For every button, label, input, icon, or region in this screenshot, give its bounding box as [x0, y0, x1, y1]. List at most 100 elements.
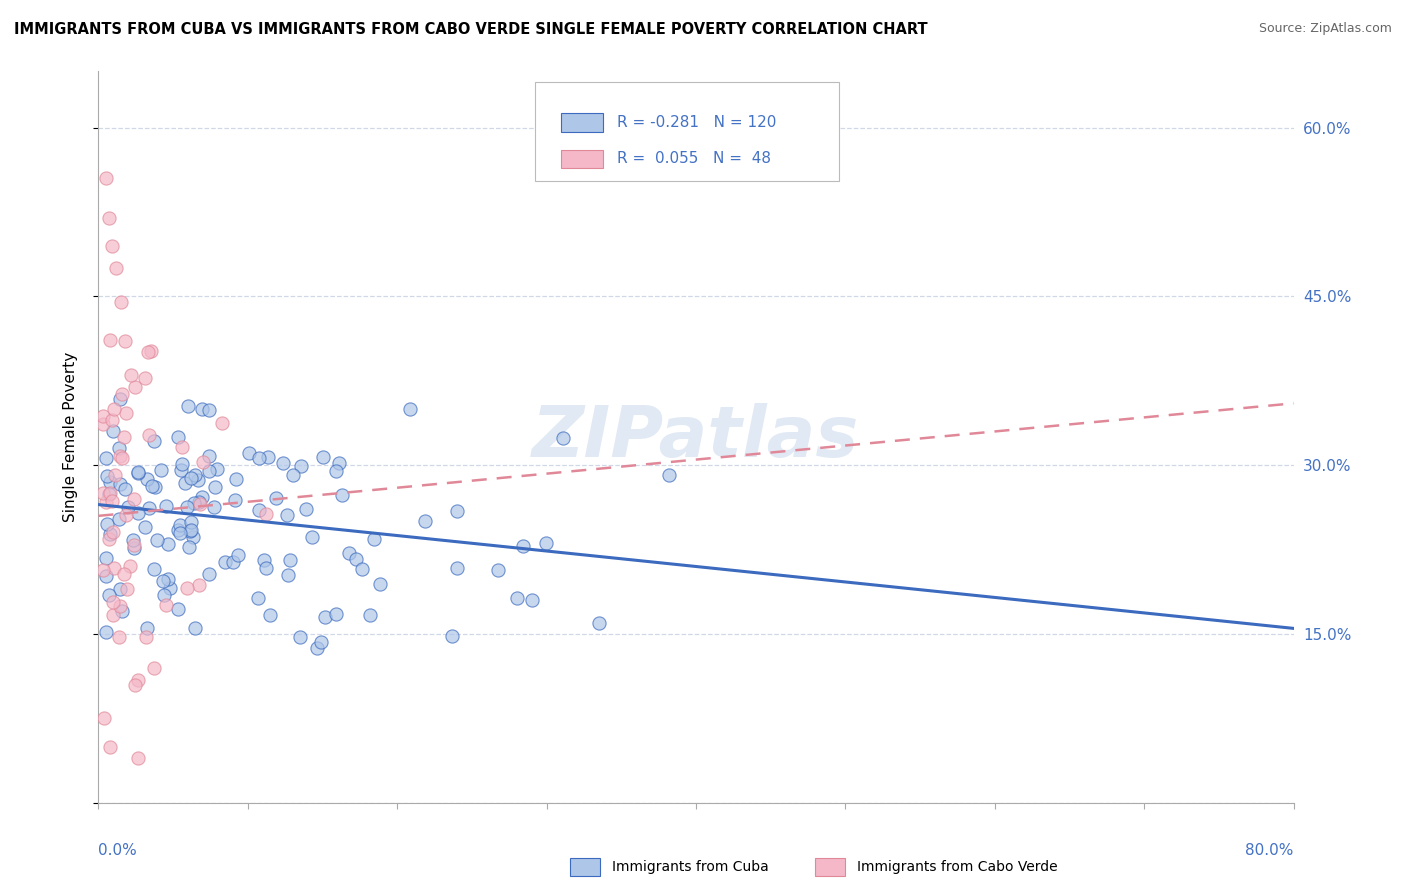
- Point: [337, 546, 360, 560]
- Point: [97, 487, 120, 501]
- Point: [214, 555, 236, 569]
- Point: [359, 608, 381, 623]
- Point: [205, 461, 228, 475]
- Point: [155, 599, 177, 613]
- Point: [505, 591, 527, 605]
- Point: [101, 608, 124, 623]
- Point: [187, 578, 209, 592]
- Point: [169, 518, 191, 533]
- Point: [94, 451, 117, 466]
- Point: [198, 464, 221, 478]
- Point: [290, 458, 312, 473]
- Point: [96, 516, 118, 531]
- Point: [307, 641, 329, 656]
- Point: [94, 568, 117, 582]
- Point: [211, 417, 233, 431]
- Point: [177, 540, 200, 554]
- Point: [91, 486, 114, 500]
- Point: [98, 486, 121, 500]
- Point: [180, 470, 202, 484]
- Point: [101, 413, 124, 427]
- Point: [344, 551, 367, 566]
- Point: [225, 472, 247, 486]
- Point: [114, 567, 136, 582]
- Point: [108, 392, 131, 406]
- Text: ZIPatlas: ZIPatlas: [533, 402, 859, 472]
- Text: 0.0%: 0.0%: [98, 843, 138, 858]
- Point: [173, 476, 195, 491]
- Point: [536, 536, 558, 550]
- Point: [266, 491, 288, 505]
- Point: [138, 428, 160, 442]
- Point: [146, 533, 169, 548]
- Bar: [815, 858, 845, 876]
- Point: [188, 495, 211, 509]
- Point: [94, 494, 117, 508]
- Point: [441, 629, 464, 643]
- Point: [141, 344, 163, 359]
- Point: [114, 334, 136, 349]
- Point: [413, 515, 436, 529]
- Point: [180, 523, 202, 537]
- Text: IMMIGRANTS FROM CUBA VS IMMIGRANTS FROM CABO VERDE SINGLE FEMALE POVERTY CORRELA: IMMIGRANTS FROM CUBA VS IMMIGRANTS FROM …: [14, 22, 928, 37]
- Point: [127, 506, 149, 520]
- Point: [141, 479, 163, 493]
- Point: [111, 386, 134, 401]
- Point: [167, 602, 190, 616]
- Point: [176, 500, 198, 514]
- Point: [103, 595, 125, 609]
- Point: [110, 582, 132, 596]
- Point: [238, 445, 260, 459]
- Point: [142, 660, 165, 674]
- Point: [172, 440, 194, 454]
- Point: [553, 431, 575, 445]
- Point: [152, 574, 174, 588]
- Point: [280, 553, 302, 567]
- Point: [101, 494, 124, 508]
- Point: [122, 491, 145, 506]
- Point: [103, 402, 125, 417]
- Point: [124, 541, 146, 556]
- Point: [104, 467, 127, 482]
- Point: [135, 630, 157, 644]
- Point: [150, 463, 173, 477]
- Point: [170, 458, 193, 472]
- Point: [94, 550, 117, 565]
- Point: [110, 599, 132, 613]
- Text: R =  0.055   N =  48: R = 0.055 N = 48: [617, 152, 770, 167]
- Point: [328, 456, 350, 470]
- Point: [183, 495, 205, 509]
- Point: [127, 673, 149, 687]
- Point: [325, 607, 347, 621]
- Point: [180, 516, 202, 530]
- Point: [363, 532, 385, 546]
- Point: [191, 455, 214, 469]
- Point: [179, 524, 201, 538]
- Point: [103, 561, 125, 575]
- Point: [101, 425, 124, 439]
- Point: [156, 536, 179, 550]
- Point: [142, 561, 165, 575]
- Point: [135, 621, 157, 635]
- Point: [512, 539, 534, 553]
- Point: [108, 477, 131, 491]
- Point: [167, 430, 190, 444]
- Point: [115, 582, 138, 596]
- Point: [325, 464, 347, 478]
- Point: [446, 504, 468, 518]
- Point: [124, 537, 146, 551]
- Point: [127, 751, 149, 765]
- Point: [93, 711, 115, 725]
- Text: Immigrants from Cuba: Immigrants from Cuba: [613, 860, 769, 874]
- Point: [155, 499, 177, 513]
- Point: [188, 497, 211, 511]
- Point: [187, 473, 209, 487]
- Point: [134, 370, 156, 384]
- Point: [301, 530, 323, 544]
- Bar: [561, 150, 603, 169]
- Point: [117, 500, 139, 514]
- Point: [97, 211, 120, 225]
- Point: [271, 456, 294, 470]
- Point: [159, 582, 181, 596]
- Point: [156, 572, 179, 586]
